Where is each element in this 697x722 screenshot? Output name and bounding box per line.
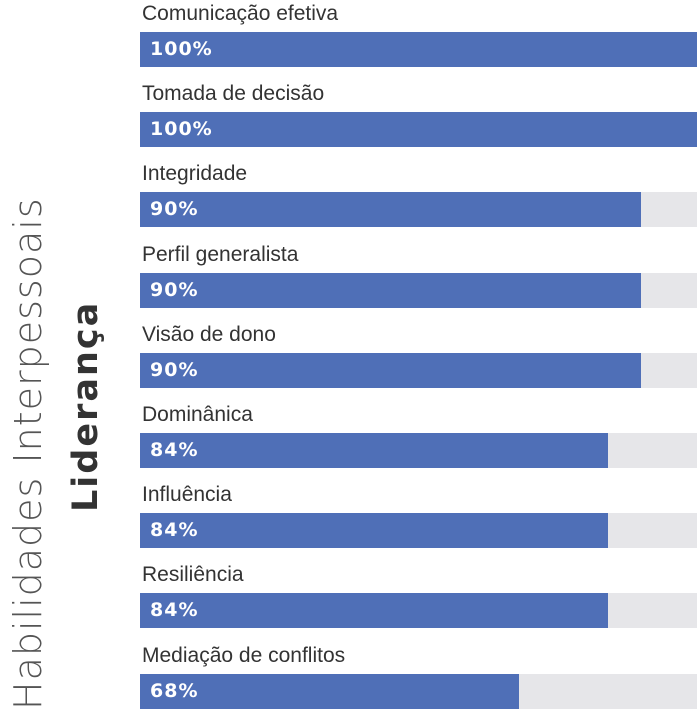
chart-title: Habilidades Interpessoais [6,197,50,710]
skill-row: Dominânica 84% [140,401,697,481]
skill-value-label: 84% [150,599,199,622]
skill-bar-track: 84% [140,513,697,549]
skill-bar-track: 84% [140,593,697,629]
skill-bar-fill [140,433,608,468]
skill-row: Comunicação efetiva 100% [140,0,697,80]
skill-bar-track: 100% [140,112,697,148]
skill-bar-fill [140,673,519,709]
skill-value-label: 90% [150,358,199,381]
skill-label: Integridade [142,162,248,186]
skill-row: Mediação de conflitos 68% [140,642,697,722]
skill-value-label: 100% [150,38,213,60]
chart-subtitle: Liderança [66,300,106,512]
skill-value-label: 68% [150,679,199,702]
skill-label: Dominânica [142,403,253,426]
skill-bar-fill [140,192,641,228]
skill-bar-track: 90% [140,192,697,228]
skill-bar-fill [140,32,697,67]
skill-bar-track: 90% [140,352,697,388]
skill-bar-fill [140,272,641,308]
skill-row: Integridade 90% [140,160,697,240]
skill-bar-fill [140,593,608,629]
skill-bar-track: 84% [140,433,697,468]
skill-label: Resiliência [142,563,244,587]
skill-label: Visão de dono [142,322,276,346]
skill-value-label: 100% [150,118,213,141]
skill-value-label: 90% [150,278,199,301]
skill-value-label: 90% [150,198,199,221]
skill-bar-track: 90% [140,272,697,308]
skill-label: Mediação de conflitos [142,643,346,667]
skill-label: Influência [142,483,232,507]
skill-bar-fill [140,513,608,549]
skill-row: Perfil generalista 90% [140,241,697,321]
skill-row: Influência 84% [140,481,697,561]
skill-value-label: 84% [150,439,199,461]
skill-label: Tomada de decisão [142,82,325,106]
skill-bar-track: 68% [140,673,697,709]
skill-row: Visão de dono 90% [140,321,697,401]
skill-bar-fill [140,352,641,388]
skill-label: Perfil generalista [142,242,299,266]
skill-bar-fill [140,112,697,148]
skill-bar-track: 100% [140,32,697,67]
skill-value-label: 84% [150,519,199,542]
skill-row: Resiliência 84% [140,561,697,641]
skill-row: Tomada de decisão 100% [140,80,697,160]
skill-label: Comunicação efetiva [142,2,339,25]
